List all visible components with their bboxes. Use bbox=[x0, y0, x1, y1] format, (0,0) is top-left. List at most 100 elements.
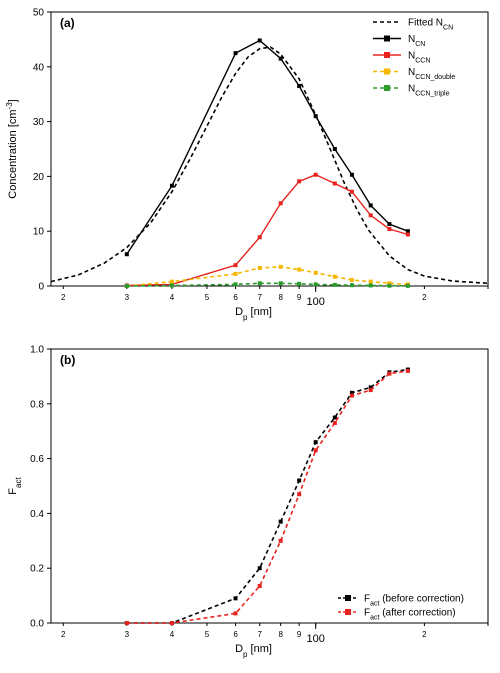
legend-entry: NCN bbox=[408, 34, 425, 48]
data-point bbox=[233, 271, 238, 276]
y-tick-label: 0.2 bbox=[30, 564, 44, 575]
legend-marker bbox=[384, 52, 390, 58]
data-point bbox=[332, 415, 337, 420]
data-point bbox=[233, 51, 238, 56]
y-tick-label: 0.6 bbox=[30, 454, 44, 465]
series-line-3 bbox=[126, 265, 408, 287]
data-point bbox=[405, 232, 410, 237]
y-axis-label-subscript: act bbox=[14, 477, 23, 488]
data-point bbox=[233, 263, 238, 268]
data-point bbox=[169, 279, 174, 284]
data-point bbox=[257, 584, 262, 589]
data-point bbox=[387, 283, 392, 288]
legend-entry-subscript: CN bbox=[443, 24, 453, 31]
data-point bbox=[233, 282, 238, 287]
legend-entry-name: Fitted N bbox=[408, 18, 443, 29]
legend-entry-name: N bbox=[408, 67, 415, 78]
y-axis-label: Concentration [cm-3] bbox=[5, 99, 20, 198]
y-axis-label-end: ] bbox=[7, 99, 19, 102]
data-point bbox=[332, 274, 337, 279]
x-tick-label: 5 bbox=[205, 630, 210, 639]
x-tick-label: 3 bbox=[125, 293, 130, 302]
legend-entry-suffix: (before correction) bbox=[379, 594, 463, 605]
y-axis-label-superscript: -3 bbox=[5, 102, 14, 110]
x-tick-label: 8 bbox=[278, 293, 283, 302]
y-tick-label: 0.4 bbox=[30, 509, 44, 520]
data-point bbox=[387, 222, 392, 227]
data-point bbox=[349, 390, 354, 395]
legend-marker bbox=[384, 68, 390, 75]
legend-entry-name: F bbox=[364, 608, 370, 619]
data-point bbox=[278, 281, 283, 286]
x-tick-label: 4 bbox=[170, 630, 175, 639]
data-point bbox=[124, 252, 129, 257]
x-tick-label: 2 bbox=[422, 630, 427, 639]
plot-frame bbox=[50, 11, 489, 287]
y-axis-label: Fact bbox=[7, 477, 23, 495]
y-tick-label: 0 bbox=[38, 282, 44, 293]
data-point bbox=[257, 566, 262, 571]
legend-entry-name: F bbox=[364, 594, 370, 605]
legend-marker bbox=[345, 609, 351, 615]
data-point bbox=[349, 283, 354, 288]
data-point bbox=[313, 114, 318, 119]
legend-entry-name: N bbox=[408, 84, 415, 95]
data-point bbox=[349, 189, 354, 194]
data-point bbox=[257, 281, 262, 286]
x-axis-label-subscript: p bbox=[243, 650, 248, 659]
data-point bbox=[297, 267, 302, 272]
legend-entry: NCCN bbox=[408, 51, 430, 65]
data-point bbox=[368, 203, 373, 208]
series-line-2 bbox=[126, 174, 409, 287]
data-point bbox=[349, 172, 354, 177]
x-axis-label-unit: [nm] bbox=[247, 643, 271, 655]
data-point bbox=[387, 371, 392, 376]
data-point bbox=[332, 420, 337, 425]
data-point bbox=[387, 227, 392, 232]
data-point bbox=[278, 56, 283, 61]
legend-entry: NCCN_triple bbox=[408, 84, 450, 98]
plot-frame bbox=[50, 348, 489, 624]
legend-entry: NCCN_double bbox=[408, 67, 455, 81]
data-point bbox=[368, 385, 373, 390]
legend-entry: Fact (before correction) bbox=[364, 594, 464, 608]
data-point bbox=[387, 281, 392, 286]
data-point bbox=[278, 519, 283, 524]
data-point bbox=[313, 282, 318, 287]
series-line-1 bbox=[126, 39, 409, 255]
x-tick-label: 6 bbox=[233, 293, 238, 302]
legend-entry: Fitted NCN bbox=[408, 18, 453, 32]
legend-entry-suffix: (after correction) bbox=[379, 608, 455, 619]
y-tick-label: 40 bbox=[33, 62, 45, 73]
x-axis-label: Dp [nm] bbox=[235, 306, 272, 322]
x-tick-label: 4 bbox=[170, 293, 175, 302]
data-point bbox=[257, 235, 262, 240]
data-point bbox=[169, 621, 174, 625]
data-point bbox=[313, 172, 318, 177]
x-tick-label: 3 bbox=[125, 630, 130, 639]
data-point bbox=[297, 492, 302, 497]
x-axis-label: Dp [nm] bbox=[235, 643, 272, 659]
data-point bbox=[297, 281, 302, 286]
x-tick-label: 100 bbox=[306, 633, 324, 645]
data-point bbox=[332, 181, 337, 186]
data-point bbox=[368, 279, 373, 284]
legend-marker bbox=[384, 85, 390, 91]
data-point bbox=[278, 201, 283, 206]
data-point bbox=[278, 264, 283, 269]
legend-marker bbox=[384, 35, 390, 42]
x-tick-label: 2 bbox=[61, 293, 66, 302]
y-tick-label: 0.0 bbox=[30, 619, 44, 630]
data-point bbox=[405, 229, 410, 234]
x-tick-label: 2 bbox=[61, 630, 66, 639]
y-tick-label: 50 bbox=[33, 8, 45, 19]
data-point bbox=[297, 478, 302, 483]
data-point bbox=[405, 368, 410, 373]
legend-entry-subscript: CN bbox=[415, 41, 425, 48]
series-line-0 bbox=[126, 368, 409, 624]
y-tick-label: 10 bbox=[33, 227, 45, 238]
data-point bbox=[124, 284, 129, 288]
x-tick-label: 8 bbox=[278, 630, 283, 639]
x-tick-label: 9 bbox=[297, 293, 302, 302]
